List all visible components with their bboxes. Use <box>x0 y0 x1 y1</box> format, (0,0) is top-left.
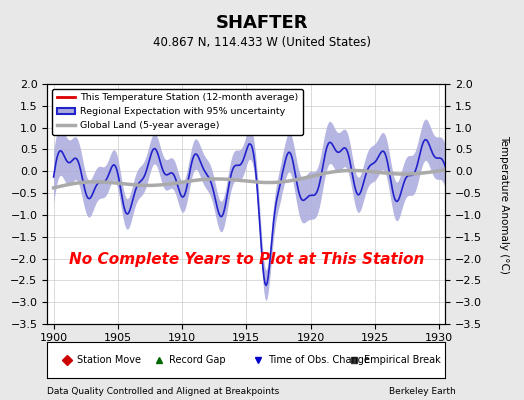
Y-axis label: Temperature Anomaly (°C): Temperature Anomaly (°C) <box>499 134 509 274</box>
Text: Record Gap: Record Gap <box>169 355 225 365</box>
Text: No Complete Years to Plot at This Station: No Complete Years to Plot at This Statio… <box>69 252 424 267</box>
Text: Data Quality Controlled and Aligned at Breakpoints: Data Quality Controlled and Aligned at B… <box>47 387 279 396</box>
Text: 40.867 N, 114.433 W (United States): 40.867 N, 114.433 W (United States) <box>153 36 371 49</box>
Text: Time of Obs. Change: Time of Obs. Change <box>268 355 370 365</box>
Text: Berkeley Earth: Berkeley Earth <box>389 387 456 396</box>
Legend: This Temperature Station (12-month average), Regional Expectation with 95% uncer: This Temperature Station (12-month avera… <box>52 89 303 135</box>
Text: Station Move: Station Move <box>77 355 141 365</box>
Text: Empirical Break: Empirical Break <box>364 355 441 365</box>
Text: SHAFTER: SHAFTER <box>216 14 308 32</box>
